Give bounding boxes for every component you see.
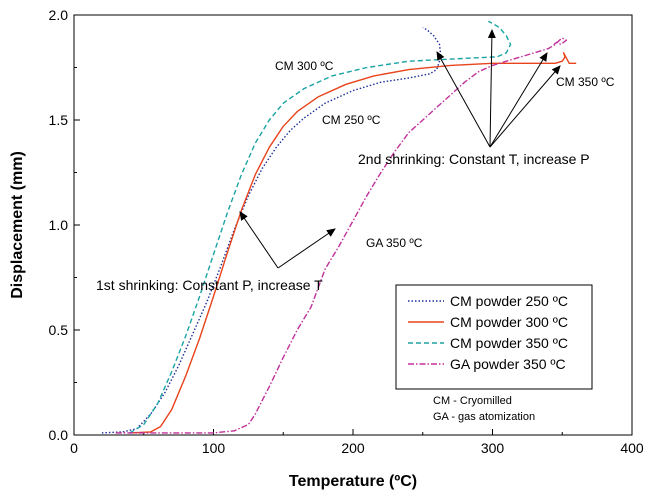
x-tick-label: 400 [620, 440, 644, 456]
arrow-2nd-to-cm300 [489, 65, 561, 148]
arrow-2nd-to-cm350 [487, 29, 496, 148]
note-cm: CM - Cryomilled [433, 395, 512, 407]
curve-labels: CM 300 ºC CM 250 ºC CM 350 ºC GA 350 ºC [275, 59, 615, 250]
x-tick-label: 300 [481, 440, 505, 456]
annotation-second-shrinking: 2nd shrinking: Constant T, increase P [358, 151, 590, 167]
y-tick-label: 1.5 [49, 112, 69, 128]
series-line-3 [129, 20, 512, 434]
arrow-2nd-to-ga350 [489, 52, 548, 148]
x-tick-label: 100 [202, 440, 226, 456]
y-tick-label: 2.0 [49, 7, 69, 23]
curve-label-cm-300: CM 300 ºC [275, 59, 334, 73]
note-ga: GA - gas atomization [433, 411, 535, 423]
legend-label-4: GA powder 350 ºC [450, 356, 566, 372]
series-layer [101, 20, 577, 434]
y-tick-label: 0.5 [49, 322, 69, 338]
axis-tick-labels: 0 100 200 300 400 0.0 0.5 1.0 1.5 2.0 [49, 7, 644, 456]
y-tick-label: 1.0 [49, 217, 69, 233]
curve-label-cm-350: CM 350 ºC [556, 75, 615, 89]
x-tick-label: 0 [70, 440, 78, 456]
y-tick-label: 0.0 [49, 427, 69, 443]
x-tick-label: 200 [341, 440, 365, 456]
legend-box [395, 284, 593, 390]
legend-label-2: CM powder 300 ºC [450, 314, 568, 330]
arrow-2nd-to-cm250 [436, 51, 491, 148]
y-axis-title: Displacement (mm) [9, 151, 26, 299]
legend-label-1: CM powder 250 ºC [450, 293, 568, 309]
curve-label-ga-350: GA 350 ºC [366, 236, 423, 250]
legend-items: CM powder 250 ºC CM powder 300 ºC CM powde… [408, 293, 568, 372]
series-line-2 [129, 52, 577, 434]
arrow-annotations: 1st shrinking: Constant P, increase T 2n… [96, 29, 590, 293]
annotation-first-shrinking: 1st shrinking: Constant P, increase T [96, 277, 323, 293]
legend-label-3: CM powder 350 ºC [450, 335, 568, 351]
abbreviation-notes: CM - Cryomilled GA - gas atomization [433, 395, 535, 423]
legend: CM powder 250 ºC CM powder 300 ºC CM powde… [395, 284, 593, 390]
arrow-1st-to-ga [277, 228, 336, 269]
curve-label-cm-250: CM 250 ºC [322, 113, 381, 127]
arrow-1st-to-cm [239, 211, 279, 269]
series-line-4 [115, 37, 568, 434]
x-axis-title: Temperature (ºC) [289, 473, 417, 490]
